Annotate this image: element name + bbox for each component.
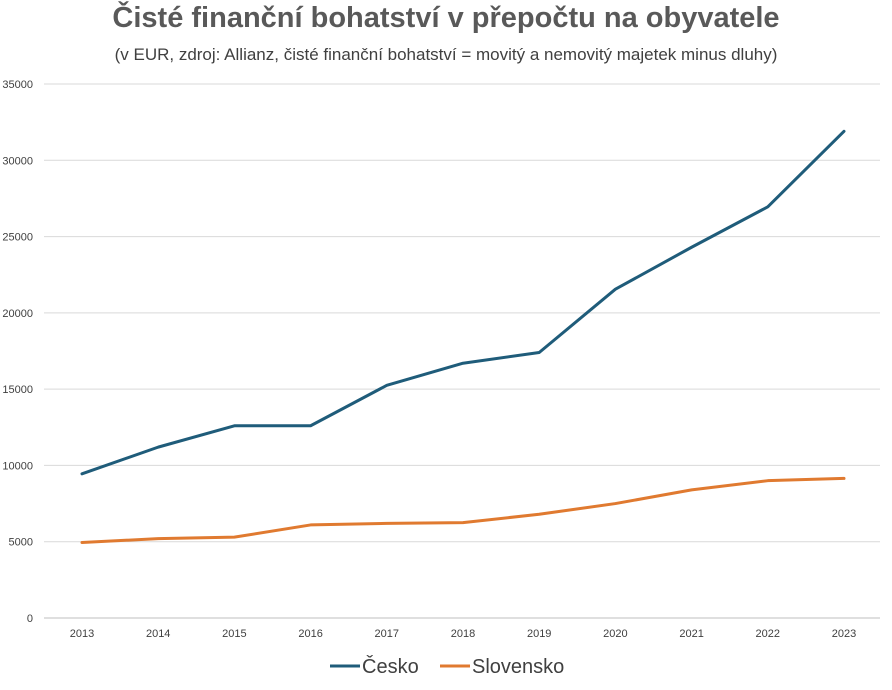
series-line-slovensko — [80, 476, 846, 544]
chart-subtitle: (v EUR, zdroj: Allianz, čisté finanční b… — [114, 45, 778, 64]
series-line-česko — [80, 129, 846, 476]
y-tick-label: 15000 — [2, 384, 33, 396]
x-axis-ticks: 2013 2014 2015 2016 2017 2018 2019 2020 2021 2022… — [70, 628, 856, 640]
chart-title: Čisté finanční bohatství v přepočtu na o… — [112, 2, 780, 34]
y-tick-label: 0 — [27, 613, 33, 625]
y-tick-label: 5000 — [9, 537, 33, 549]
x-tick-label: 2017 — [375, 628, 399, 640]
x-tick-label: 2014 — [146, 628, 170, 640]
x-tick-label: 2013 — [70, 628, 94, 640]
x-tick-label: 2016 — [298, 628, 322, 640]
x-tick-label: 2021 — [679, 628, 703, 640]
grid-lines — [44, 83, 880, 619]
series-lines — [80, 129, 846, 544]
legend-label: Česko — [362, 655, 419, 678]
y-tick-label: 10000 — [2, 460, 33, 472]
x-tick-label: 2015 — [222, 628, 246, 640]
x-tick-label: 2018 — [451, 628, 475, 640]
x-tick-label: 2022 — [756, 628, 780, 640]
y-tick-label: 30000 — [2, 155, 33, 167]
y-tick-label: 20000 — [2, 308, 33, 320]
x-tick-label: 2019 — [527, 628, 551, 640]
y-tick-label: 25000 — [2, 232, 33, 244]
y-tick-label: 35000 — [2, 79, 33, 91]
legend: Česko Slovensko — [330, 655, 564, 678]
legend-label: Slovensko — [472, 656, 564, 678]
x-tick-label: 2020 — [603, 628, 627, 640]
x-tick-label: 2023 — [832, 628, 856, 640]
y-axis-ticks: 0 5000 10000 15000 20000 25000 30000 35000 — [2, 79, 33, 625]
